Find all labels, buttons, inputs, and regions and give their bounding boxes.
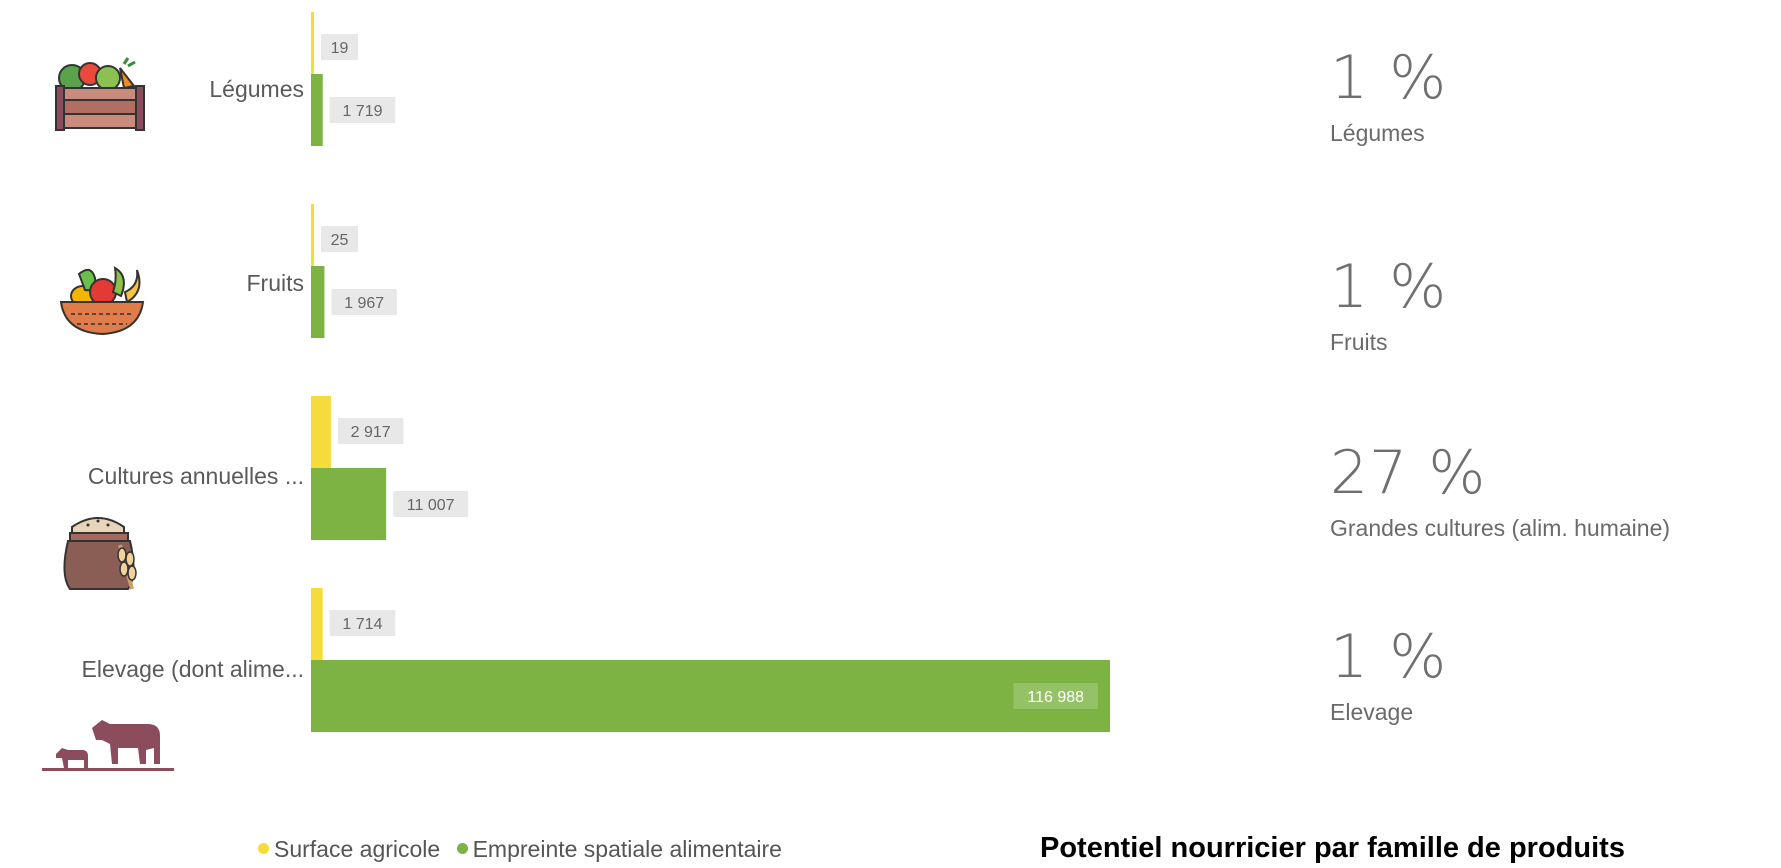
bar-surface-2: [311, 396, 331, 468]
stat-fruits: 1 % Fruits: [1330, 257, 1447, 356]
section-title: Potentiel nourricier par famille de prod…: [1040, 832, 1625, 864]
stat-caption: Grandes cultures (alim. humaine): [1330, 515, 1671, 541]
data-label-box: [329, 97, 396, 123]
legend-label-surface: Surface agricole: [274, 836, 441, 862]
stat-elevage: 1 % Elevage: [1330, 627, 1447, 726]
stat-caption: Fruits: [1330, 329, 1388, 355]
legend-dot-surface: [258, 843, 269, 855]
data-label-surface-3: 1 714: [342, 616, 382, 633]
bar-surface-1: [311, 204, 314, 266]
legend-dot-empreinte: [456, 843, 468, 855]
data-label-empreinte-2: 11 007: [407, 497, 455, 514]
data-label-empreinte-1: 1 967: [344, 295, 384, 312]
data-label-empreinte-0: 1 719: [342, 103, 382, 120]
legend-item-surface: Surface agricole: [258, 836, 440, 862]
data-label-empreinte-3: 116 988: [1027, 689, 1084, 706]
stat-caption: Légumes: [1330, 120, 1425, 146]
fruit-basket-icon: [59, 266, 145, 336]
data-label-box: [1013, 683, 1098, 709]
data-label-box: [331, 289, 397, 315]
data-label-box: [329, 610, 396, 636]
bar-surface-0: [311, 12, 314, 74]
bar-empreinte-3: [311, 660, 1110, 732]
bar-surface-3: [311, 588, 323, 660]
bar-empreinte-0: [311, 74, 323, 146]
data-label-surface-0: 19: [331, 40, 349, 57]
bar-empreinte-2: [311, 468, 387, 540]
data-label-box: [321, 34, 358, 60]
category-label-fruits: Fruits: [246, 270, 305, 296]
stat-caption: Elevage: [1330, 699, 1414, 725]
stat-percent: 27 %: [1330, 438, 1487, 508]
legend-item-empreinte: Empreinte spatiale alimentaire: [456, 836, 782, 862]
data-label-box: [393, 491, 469, 517]
data-label-box: [321, 226, 358, 252]
data-label-box: [337, 418, 404, 444]
stat-percent: 1 %: [1330, 43, 1448, 113]
legend-label-empreinte: Empreinte spatiale alimentaire: [472, 836, 782, 862]
category-label-elevage: Elevage (dont alime...: [81, 656, 304, 682]
grain-sack-icon: [63, 517, 137, 590]
stat-percent: 1 %: [1330, 622, 1448, 692]
stat-grandes-cultures: 27 % Grandes cultures (alim. humaine): [1330, 443, 1670, 542]
stat-percent: 1 %: [1330, 252, 1448, 322]
livestock-icon: [42, 720, 174, 771]
data-label-surface-1: 25: [331, 232, 349, 249]
category-label-legumes: Légumes: [209, 76, 304, 102]
category-label-cultures: Cultures annuelles ...: [87, 463, 304, 489]
vegetable-crate-icon: [55, 57, 145, 131]
bar-empreinte-1: [311, 266, 325, 338]
data-label-surface-2: 2 917: [351, 424, 391, 441]
chart-legend: Surface agricole Empreinte spatiale alim…: [258, 836, 792, 863]
stat-legumes: 1 % Légumes: [1330, 48, 1447, 147]
